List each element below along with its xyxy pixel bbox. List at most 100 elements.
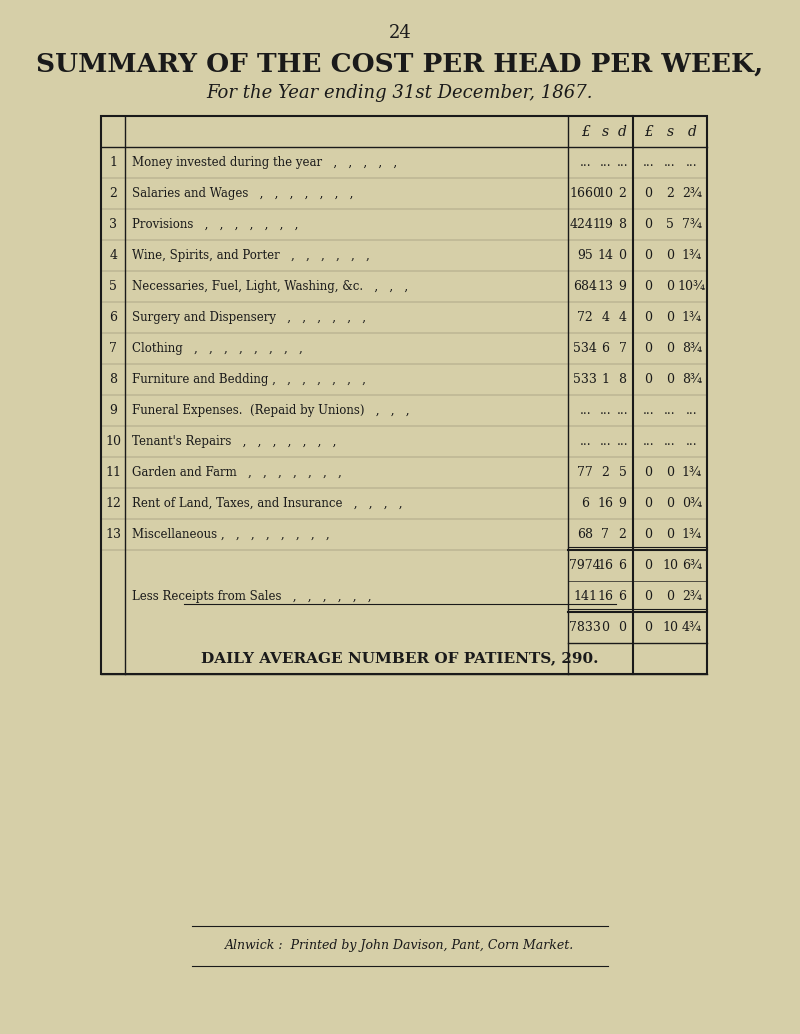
Text: 5: 5	[110, 280, 118, 293]
Bar	[102, 116, 707, 674]
Text: For the Year ending 31st December, 1867.: For the Year ending 31st December, 1867.	[206, 84, 594, 102]
Text: 0: 0	[645, 187, 653, 200]
Text: 9: 9	[110, 404, 118, 417]
Text: 8: 8	[618, 218, 626, 231]
Text: 0: 0	[645, 559, 653, 572]
Text: 9: 9	[618, 280, 626, 293]
Text: 0: 0	[645, 249, 653, 262]
Text: ...: ...	[579, 156, 591, 169]
Text: ...: ...	[686, 404, 698, 417]
Text: Surgery and Dispensery   ,   ,   ,   ,   ,   ,: Surgery and Dispensery , , , , , ,	[133, 311, 366, 324]
Text: 684: 684	[574, 280, 598, 293]
Text: 1¾: 1¾	[682, 311, 702, 324]
Text: 7833: 7833	[570, 621, 602, 634]
Text: 8¾: 8¾	[682, 373, 702, 386]
Text: Alnwick :  Printed by John Davison, Pant, Corn Market.: Alnwick : Printed by John Davison, Pant,…	[226, 940, 574, 952]
Text: 0: 0	[666, 249, 674, 262]
Text: £: £	[644, 124, 653, 139]
Text: 7¾: 7¾	[682, 218, 702, 231]
Text: Furniture and Bedding ,   ,   ,   ,   ,   ,   ,: Furniture and Bedding , , , , , , ,	[133, 373, 366, 386]
Text: 2: 2	[110, 187, 118, 200]
Text: 4: 4	[602, 311, 610, 324]
Text: 0¾: 0¾	[682, 497, 702, 510]
Text: 6: 6	[618, 559, 626, 572]
Text: 5: 5	[666, 218, 674, 231]
Text: 5: 5	[618, 466, 626, 479]
Text: 534: 534	[574, 342, 598, 355]
Text: 19: 19	[598, 218, 613, 231]
Text: 10: 10	[662, 621, 678, 634]
Text: Wine, Spirits, and Porter   ,   ,   ,   ,   ,   ,: Wine, Spirits, and Porter , , , , , ,	[133, 249, 370, 262]
Text: 4: 4	[618, 311, 626, 324]
Text: 0: 0	[666, 466, 674, 479]
Text: 0: 0	[666, 280, 674, 293]
Text: d: d	[618, 124, 627, 139]
Text: 2: 2	[602, 466, 609, 479]
Text: 0: 0	[666, 590, 674, 603]
Text: 0: 0	[645, 466, 653, 479]
Text: 13: 13	[598, 280, 614, 293]
Text: d: d	[687, 124, 696, 139]
Text: 2: 2	[618, 187, 626, 200]
Text: 2: 2	[618, 528, 626, 541]
Text: 1¾: 1¾	[682, 466, 702, 479]
Text: 2¾: 2¾	[682, 187, 702, 200]
Text: 0: 0	[645, 280, 653, 293]
Text: 16: 16	[598, 559, 614, 572]
Text: Garden and Farm   ,   ,   ,   ,   ,   ,   ,: Garden and Farm , , , , , , ,	[133, 466, 342, 479]
Text: ...: ...	[599, 404, 611, 417]
Text: 95: 95	[578, 249, 593, 262]
Text: SUMMARY OF THE COST PER HEAD PER WEEK,: SUMMARY OF THE COST PER HEAD PER WEEK,	[36, 52, 764, 77]
Text: 12: 12	[106, 497, 122, 510]
Text: 11: 11	[106, 466, 122, 479]
Text: 8: 8	[618, 373, 626, 386]
Text: Necessaries, Fuel, Light, Washing, &c.   ,   ,   ,: Necessaries, Fuel, Light, Washing, &c. ,…	[133, 280, 409, 293]
Text: £: £	[581, 124, 590, 139]
Text: 0: 0	[645, 373, 653, 386]
Text: 0: 0	[645, 621, 653, 634]
Text: DAILY AVERAGE NUMBER OF PATIENTS, 290.: DAILY AVERAGE NUMBER OF PATIENTS, 290.	[202, 651, 598, 666]
Text: 10: 10	[106, 435, 122, 448]
Text: 0: 0	[666, 528, 674, 541]
Text: 8¾: 8¾	[682, 342, 702, 355]
Text: 4¾: 4¾	[682, 621, 702, 634]
Text: ...: ...	[617, 404, 628, 417]
Text: ...: ...	[664, 404, 676, 417]
Text: 7: 7	[602, 528, 609, 541]
Text: 4: 4	[110, 249, 118, 262]
Text: 6: 6	[602, 342, 610, 355]
Text: Less Receipts from Sales   ,   ,   ,   ,   ,   ,: Less Receipts from Sales , , , , , ,	[133, 590, 372, 603]
Text: 0: 0	[618, 249, 626, 262]
Text: 68: 68	[578, 528, 594, 541]
Text: ...: ...	[617, 156, 628, 169]
Text: ...: ...	[617, 435, 628, 448]
Text: ...: ...	[599, 435, 611, 448]
Text: 0: 0	[618, 621, 626, 634]
Text: 1660: 1660	[570, 187, 602, 200]
Text: 533: 533	[574, 373, 598, 386]
Text: 0: 0	[645, 342, 653, 355]
Text: ...: ...	[642, 435, 654, 448]
Text: s: s	[602, 124, 609, 139]
Text: Funeral Expenses.  (Repaid by Unions)   ,   ,   ,: Funeral Expenses. (Repaid by Unions) , ,…	[133, 404, 410, 417]
Text: Provisions   ,   ,   ,   ,   ,   ,   ,: Provisions , , , , , , ,	[133, 218, 299, 231]
Text: 1: 1	[110, 156, 118, 169]
Text: 13: 13	[106, 528, 122, 541]
Text: 0: 0	[645, 311, 653, 324]
Text: 0: 0	[666, 342, 674, 355]
Text: 1¾: 1¾	[682, 528, 702, 541]
Text: 0: 0	[666, 373, 674, 386]
Text: Tenant's Repairs   ,   ,   ,   ,   ,   ,   ,: Tenant's Repairs , , , , , , ,	[133, 435, 337, 448]
Text: 9: 9	[618, 497, 626, 510]
Text: 0: 0	[666, 497, 674, 510]
Text: Clothing   ,   ,   ,   ,   ,   ,   ,   ,: Clothing , , , , , , , ,	[133, 342, 303, 355]
Text: ...: ...	[664, 156, 676, 169]
Text: 0: 0	[645, 590, 653, 603]
Text: 1: 1	[602, 373, 610, 386]
Text: 10¾: 10¾	[678, 280, 706, 293]
Text: 7974: 7974	[570, 559, 601, 572]
Text: 6: 6	[110, 311, 118, 324]
Text: 0: 0	[645, 497, 653, 510]
Text: 6¾: 6¾	[682, 559, 702, 572]
Text: 6: 6	[582, 497, 590, 510]
